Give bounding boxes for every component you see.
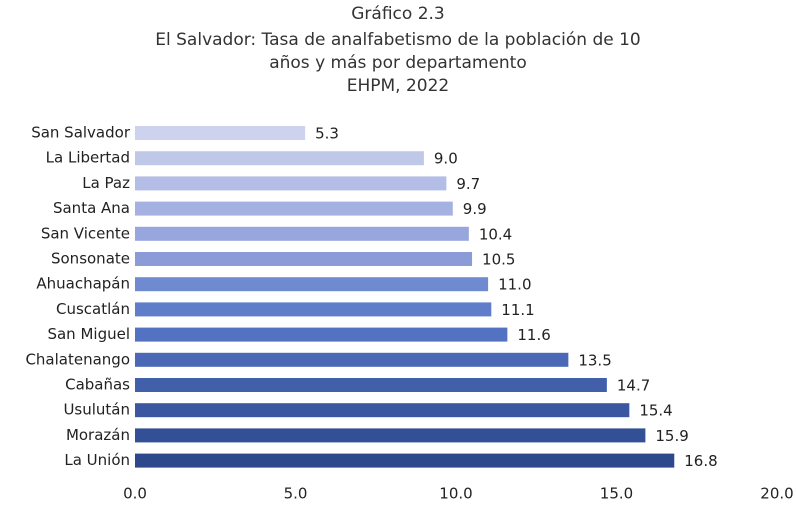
data-label: 10.4 (479, 225, 512, 243)
y-tick-label: Morazán (66, 426, 130, 444)
data-label: 16.8 (684, 452, 717, 470)
bar (135, 352, 569, 367)
bar (135, 126, 306, 140)
data-label: 9.9 (463, 200, 487, 218)
chart-subtitle: El Salvador: Tasa de analfabetismo de la… (155, 30, 640, 50)
bar (135, 453, 675, 468)
y-tick-label: Santa Ana (53, 199, 130, 217)
y-tick-label: San Miguel (47, 325, 130, 343)
data-label: 14.7 (617, 377, 650, 395)
y-tick-label: La Paz (82, 174, 130, 192)
data-label: 5.3 (315, 125, 339, 143)
data-label: 9.0 (434, 150, 458, 168)
y-tick-label: Sonsonate (51, 250, 130, 268)
x-tick-label: 5.0 (284, 485, 308, 503)
bar (135, 428, 646, 443)
data-label: 11.0 (498, 276, 531, 294)
bar (135, 327, 508, 342)
data-label: 11.1 (501, 301, 534, 319)
y-tick-label: La Libertad (46, 149, 130, 167)
data-label: 9.7 (456, 175, 480, 193)
bar (135, 201, 453, 216)
data-label: 10.5 (482, 251, 515, 269)
bar (135, 176, 447, 191)
bar (135, 252, 473, 266)
y-tick-label: Usulután (63, 401, 130, 419)
y-tick-label: San Salvador (31, 124, 131, 142)
y-tick-label: Cabañas (65, 376, 130, 394)
y-tick-label: Ahuachapán (36, 275, 130, 293)
x-tick-label: 15.0 (600, 485, 633, 503)
data-label: 15.9 (655, 427, 688, 445)
chart-subtitle: EHPM, 2022 (347, 76, 450, 96)
bar (135, 226, 469, 241)
y-tick-label: San Vicente (41, 224, 130, 242)
bar (135, 302, 492, 317)
chart-title: Gráfico 2.3 (351, 4, 444, 24)
x-tick-label: 0.0 (123, 485, 147, 503)
chart-subtitle: años y más por departamento (269, 53, 527, 73)
x-tick-label: 20.0 (760, 485, 793, 503)
bar (135, 378, 607, 392)
y-tick-label: Cuscatlán (56, 300, 130, 318)
y-tick-label: Chalatenango (25, 350, 130, 368)
data-label: 11.6 (517, 326, 550, 344)
data-label: 15.4 (639, 402, 672, 420)
bar (135, 277, 489, 292)
y-tick-label: La Unión (64, 451, 130, 469)
x-tick-label: 10.0 (439, 485, 472, 503)
bar (135, 403, 630, 418)
bar (135, 151, 424, 166)
data-label: 13.5 (578, 351, 611, 369)
